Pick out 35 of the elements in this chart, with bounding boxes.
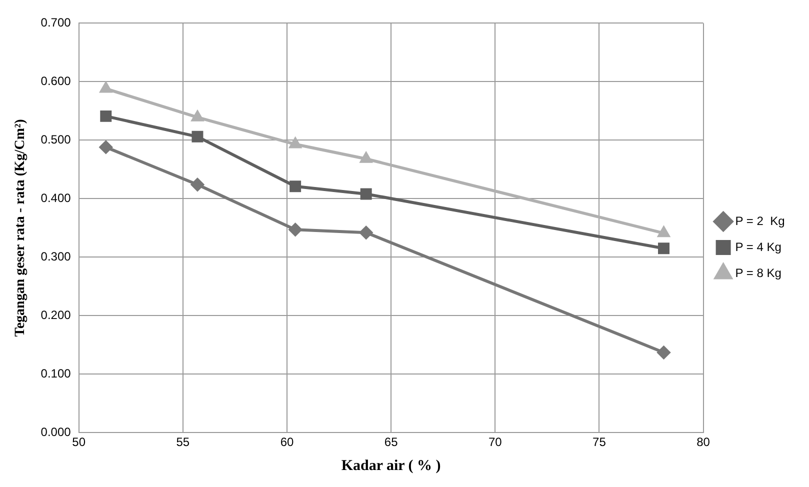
point (289, 138, 302, 148)
legend-label: P = 4 Kg (735, 240, 782, 254)
point (192, 130, 204, 142)
x-tick-label: 50 (72, 435, 86, 450)
point (192, 110, 204, 122)
x-axis-title: Kadar air ( % ) (341, 458, 441, 474)
x-tick-label: 80 (696, 435, 710, 450)
y-tick-label: 0.200 (40, 308, 72, 322)
x-tick-label: 60 (280, 435, 294, 450)
point (658, 226, 670, 238)
point (658, 242, 670, 254)
point (360, 188, 372, 200)
y-tick-label: 0.500 (40, 132, 72, 146)
point (360, 152, 372, 163)
y-tick-label: 0.600 (40, 74, 72, 88)
point (100, 110, 112, 122)
x-tick-label: 65 (384, 435, 398, 450)
x-tick-label: 55 (176, 435, 190, 450)
y-axis-title: Tegangan geser rata - rata (Kg/Cm²) (13, 118, 28, 337)
x-tick-label: 70 (488, 435, 502, 450)
point (190, 178, 204, 192)
y-tick-label: 0.700 (40, 16, 72, 30)
point (288, 223, 302, 236)
legend-label: P = 8 Kg (735, 266, 782, 280)
point (657, 346, 670, 359)
y-tick-label: 0.300 (40, 249, 72, 264)
point (100, 82, 112, 93)
point (290, 180, 302, 192)
point (360, 226, 373, 240)
point (99, 140, 112, 154)
y-tick-label: 0.400 (40, 190, 72, 205)
y-tick-label: 0.000 (40, 424, 72, 439)
x-tick-label: 75 (592, 435, 606, 450)
y-tick-label: 0.100 (40, 366, 72, 380)
legend-label: P = 2 Kg (735, 214, 785, 228)
